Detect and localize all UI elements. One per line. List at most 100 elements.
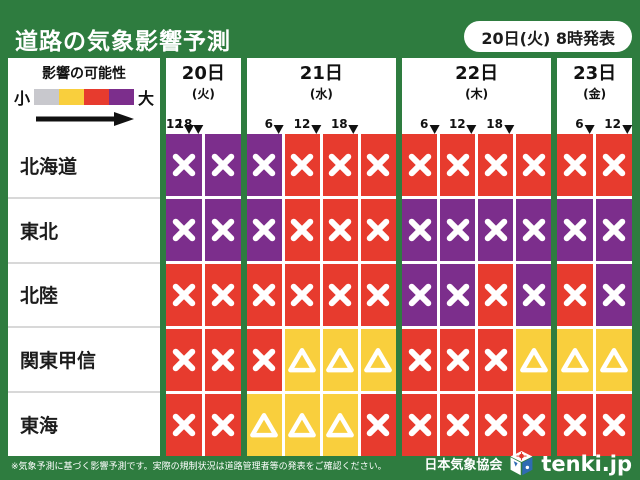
- time-marker: 18: [486, 118, 514, 134]
- forecast-cell: [437, 199, 476, 261]
- x-mark-icon: [446, 348, 469, 372]
- x-mark-icon: [408, 218, 431, 242]
- forecast-row-東北: [246, 196, 396, 261]
- forecast-cell: [201, 264, 241, 326]
- x-mark-icon: [446, 218, 469, 242]
- forecast-cell: [402, 264, 438, 326]
- x-mark-icon: [484, 218, 507, 242]
- page-title: 道路の気象影響予測: [15, 29, 231, 55]
- day-weekday-label: (木): [465, 86, 489, 101]
- forecast-cell: [246, 394, 282, 456]
- x-mark-icon: [367, 218, 390, 242]
- forecast-row-東海: [246, 391, 396, 456]
- forecast-row-東北: [402, 196, 552, 261]
- x-mark-icon: [172, 348, 196, 372]
- region-rows: 北海道 東北 北陸 関東甲信 東海: [8, 134, 160, 456]
- x-mark-icon: [211, 283, 235, 307]
- issued-time-badge: 20日(火) 8時発表: [464, 21, 632, 52]
- forecast-cell: [319, 199, 358, 261]
- forecast-cell: [513, 134, 552, 196]
- forecast-cell: [513, 329, 552, 391]
- legend-swatch-red: [84, 89, 109, 105]
- forecast-cell: [437, 134, 476, 196]
- day-weekday-label: (金): [583, 86, 607, 101]
- forecast-cell: [201, 329, 241, 391]
- forecast-cell: [593, 329, 633, 391]
- forecast-cell: [475, 264, 514, 326]
- forecast-row-東海: [166, 391, 241, 456]
- forecast-cell: [557, 394, 594, 456]
- x-mark-icon: [211, 413, 235, 437]
- forecast-cell: [166, 199, 202, 261]
- forecast-cell: [475, 199, 514, 261]
- forecast-cell: [281, 134, 320, 196]
- day-rows: [246, 134, 396, 456]
- time-marker: 12: [604, 118, 632, 134]
- forecast-row-北海道: [557, 134, 633, 196]
- x-mark-icon: [329, 153, 352, 177]
- x-mark-icon: [602, 283, 626, 307]
- forecast-cell: [201, 199, 241, 261]
- forecast-cell: [402, 199, 438, 261]
- forecast-table: 影響の可能性 小 大 北海道 東北 北陸 関東甲信 東海 20日 (火) 12 18 21日 (水…: [8, 58, 633, 456]
- time-marker-arrow-icon: [429, 125, 440, 134]
- time-marker: 18: [331, 118, 359, 134]
- forecast-cell: [201, 134, 241, 196]
- time-marker-arrow-icon: [274, 125, 284, 134]
- triangle-mark-icon: [288, 413, 317, 438]
- forecast-cell: [557, 329, 594, 391]
- time-label: 12: [448, 117, 466, 131]
- forecast-cell: [246, 134, 282, 196]
- forecast-cell: [357, 264, 396, 326]
- x-mark-icon: [522, 413, 546, 437]
- x-mark-icon: [252, 218, 276, 242]
- forecast-row-東海: [402, 391, 552, 456]
- time-axis: 6 12: [557, 113, 632, 134]
- x-mark-icon: [408, 348, 431, 372]
- legend-max-label: 大: [138, 89, 155, 108]
- time-marker-arrow-icon: [584, 125, 595, 134]
- day-date-label: 20日: [181, 63, 225, 84]
- x-mark-icon: [291, 283, 314, 307]
- brand-area: 日本気象協会 tenki.jp: [424, 450, 632, 477]
- region-label-column: 影響の可能性 小 大 北海道 東北 北陸 関東甲信 東海: [8, 58, 160, 456]
- day-weekday-label: (水): [309, 86, 333, 101]
- forecast-row-北陸: [557, 261, 633, 326]
- time-marker-arrow-icon: [466, 125, 477, 134]
- day-rows: [402, 134, 552, 456]
- tenki-logo-icon: [510, 451, 533, 476]
- x-mark-icon: [484, 283, 507, 307]
- day-rows: [166, 134, 241, 456]
- forecast-cell: [246, 199, 282, 261]
- time-marker: 6: [420, 118, 440, 134]
- forecast-cell: [357, 199, 396, 261]
- forecast-cell: [593, 394, 633, 456]
- forecast-cell: [281, 394, 320, 456]
- forecast-cell: [437, 329, 476, 391]
- forecast-cell: [357, 134, 396, 196]
- forecast-cell: [513, 394, 552, 456]
- forecast-cell: [319, 264, 358, 326]
- forecast-cell: [513, 199, 552, 261]
- day-column-23日: 23日 (金) 6 12: [557, 58, 633, 456]
- forecast-cell: [593, 199, 633, 261]
- day-column-21日: 21日 (水) 6 12 18: [246, 58, 396, 456]
- x-mark-icon: [367, 153, 390, 177]
- triangle-mark-icon: [519, 348, 548, 373]
- time-label: 12: [293, 117, 311, 131]
- x-mark-icon: [602, 153, 626, 177]
- forecast-cell: [475, 394, 514, 456]
- x-mark-icon: [484, 348, 507, 372]
- forecast-cell: [402, 329, 438, 391]
- forecast-cell: [593, 134, 633, 196]
- x-mark-icon: [252, 348, 276, 372]
- day-column-20日: 20日 (火) 12 18: [166, 58, 241, 456]
- forecast-cell: [475, 134, 514, 196]
- time-marker: 12: [449, 118, 477, 134]
- x-mark-icon: [522, 283, 546, 307]
- legend-swatch-purple: [109, 89, 134, 105]
- x-mark-icon: [564, 218, 587, 242]
- day-date-label: 21日: [299, 63, 343, 84]
- time-marker: 6: [575, 118, 595, 134]
- x-mark-icon: [522, 153, 546, 177]
